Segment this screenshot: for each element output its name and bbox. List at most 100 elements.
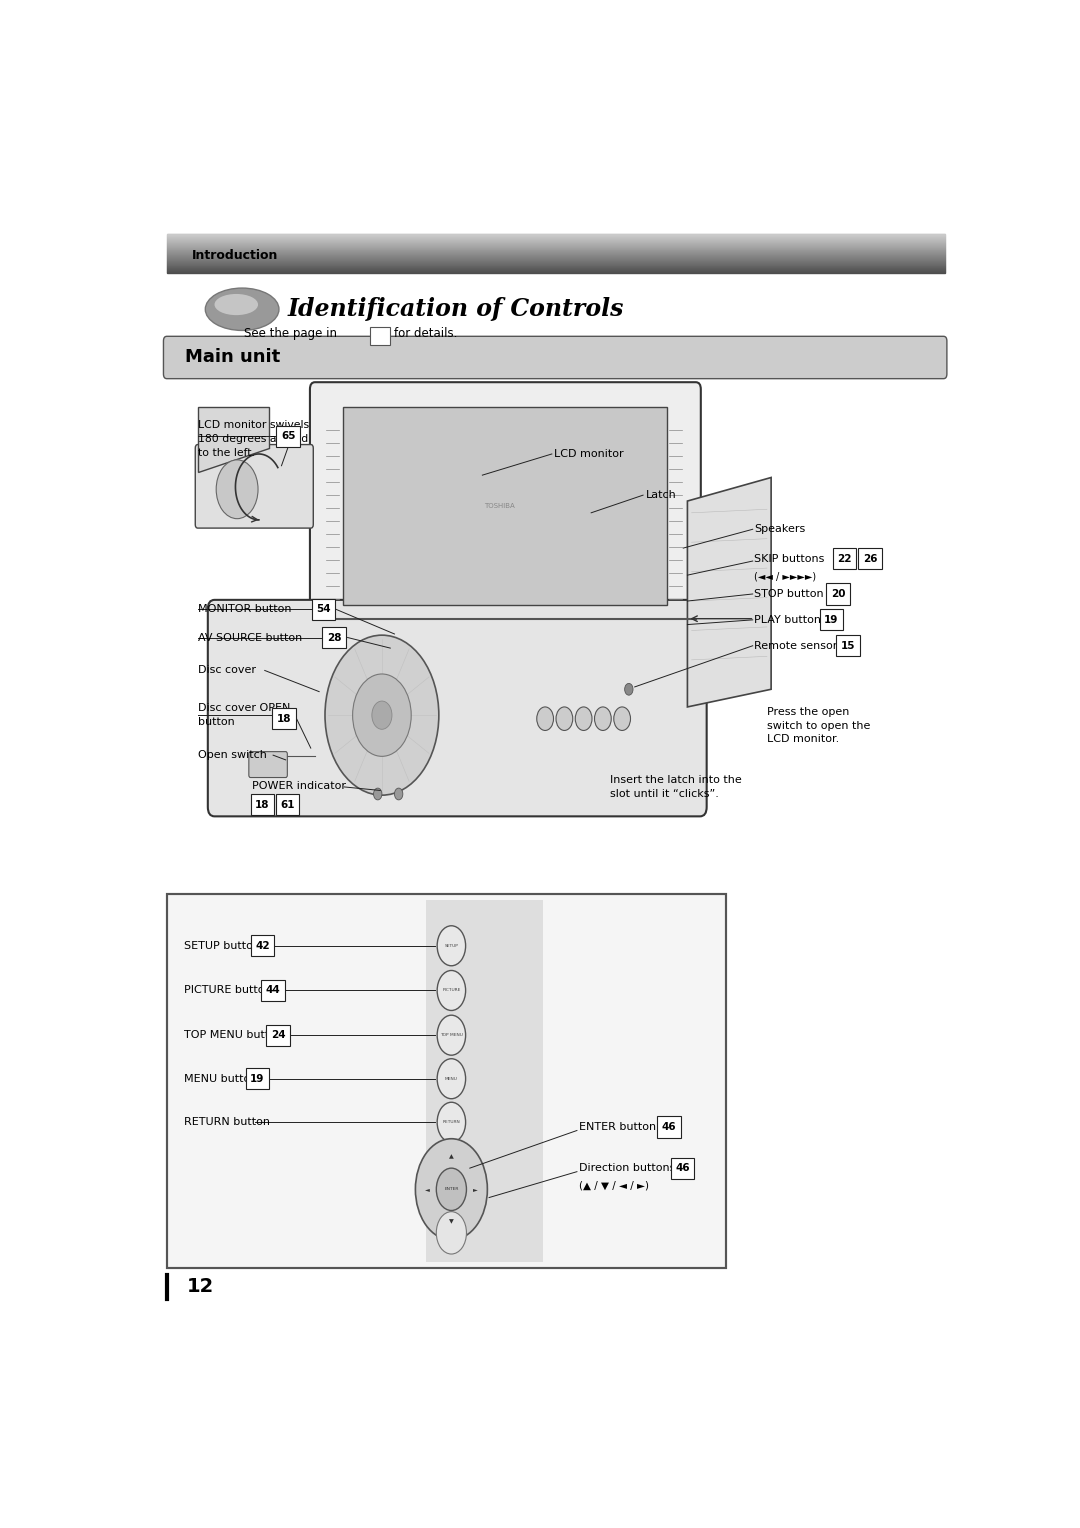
FancyBboxPatch shape <box>370 327 390 344</box>
Text: Remote sensor: Remote sensor <box>754 640 838 651</box>
Circle shape <box>437 1059 465 1099</box>
Text: 15: 15 <box>841 640 855 651</box>
Circle shape <box>437 970 465 1010</box>
Circle shape <box>556 707 572 730</box>
Circle shape <box>576 707 592 730</box>
Text: 18: 18 <box>276 714 292 724</box>
Text: ENTER: ENTER <box>444 1187 459 1192</box>
Text: 19: 19 <box>251 1074 265 1083</box>
FancyBboxPatch shape <box>261 979 285 1001</box>
Circle shape <box>352 674 411 756</box>
FancyBboxPatch shape <box>275 795 299 814</box>
Text: Speakers: Speakers <box>754 524 806 535</box>
Text: Insert the latch into the
slot until it “clicks”.: Insert the latch into the slot until it … <box>610 775 742 799</box>
Circle shape <box>416 1138 487 1239</box>
Text: SETUP button: SETUP button <box>184 941 259 950</box>
Text: ▲: ▲ <box>449 1154 454 1158</box>
Text: POWER indicator: POWER indicator <box>253 781 347 792</box>
Text: LCD monitor: LCD monitor <box>554 449 623 458</box>
FancyBboxPatch shape <box>826 584 850 605</box>
Text: 20: 20 <box>831 588 846 599</box>
Circle shape <box>372 701 392 729</box>
Text: 46: 46 <box>662 1122 676 1132</box>
Text: (◄◄ / ►►►►): (◄◄ / ►►►►) <box>754 571 816 581</box>
Text: ▼: ▼ <box>449 1219 454 1225</box>
Text: Identification of Controls: Identification of Controls <box>287 298 624 321</box>
Text: 26: 26 <box>863 553 877 564</box>
FancyBboxPatch shape <box>658 1117 680 1137</box>
Text: 12: 12 <box>187 1277 214 1296</box>
Text: 28: 28 <box>327 633 341 642</box>
Circle shape <box>437 926 465 966</box>
FancyBboxPatch shape <box>859 549 881 570</box>
FancyBboxPatch shape <box>312 599 335 620</box>
Text: 18: 18 <box>255 799 270 810</box>
FancyBboxPatch shape <box>836 636 860 657</box>
Text: ENTER button: ENTER button <box>579 1122 656 1132</box>
FancyBboxPatch shape <box>310 382 701 626</box>
Circle shape <box>374 788 382 799</box>
Text: ►: ► <box>473 1187 478 1192</box>
Polygon shape <box>198 406 269 472</box>
FancyBboxPatch shape <box>251 795 274 814</box>
FancyBboxPatch shape <box>267 1025 289 1045</box>
Text: (▲ / ▼ / ◄ / ►): (▲ / ▼ / ◄ / ►) <box>579 1181 649 1190</box>
Text: MONITOR button: MONITOR button <box>198 604 292 614</box>
Text: Direction buttons: Direction buttons <box>579 1163 675 1174</box>
FancyBboxPatch shape <box>820 610 843 631</box>
Bar <box>342 406 667 605</box>
FancyBboxPatch shape <box>245 1068 269 1089</box>
Circle shape <box>437 1102 465 1143</box>
FancyBboxPatch shape <box>833 549 856 570</box>
Circle shape <box>436 1167 467 1210</box>
Text: RETURN: RETURN <box>443 1120 460 1125</box>
FancyBboxPatch shape <box>671 1158 694 1178</box>
Text: RETURN button: RETURN button <box>184 1117 270 1128</box>
Text: TOP MENU button: TOP MENU button <box>184 1030 283 1041</box>
FancyBboxPatch shape <box>248 752 287 778</box>
Text: 19: 19 <box>824 614 838 625</box>
Text: STOP button: STOP button <box>754 588 824 599</box>
Text: 44: 44 <box>266 986 281 995</box>
Circle shape <box>325 636 438 795</box>
Bar <box>166 894 726 1268</box>
Text: Introduction: Introduction <box>192 249 279 261</box>
Circle shape <box>436 1212 467 1254</box>
Text: MENU button: MENU button <box>184 1074 257 1083</box>
Text: MENU: MENU <box>445 1077 458 1080</box>
Text: PLAY button: PLAY button <box>754 614 822 625</box>
Polygon shape <box>688 477 771 707</box>
Text: for details.: for details. <box>394 327 458 341</box>
Text: SETUP: SETUP <box>445 944 458 947</box>
Text: PICTURE button: PICTURE button <box>184 986 271 995</box>
FancyBboxPatch shape <box>163 336 947 379</box>
Ellipse shape <box>215 293 258 315</box>
Circle shape <box>613 707 631 730</box>
Text: Disc cover: Disc cover <box>198 666 256 675</box>
Text: AV SOURCE button: AV SOURCE button <box>198 633 302 642</box>
Text: See the page in: See the page in <box>244 327 337 341</box>
Circle shape <box>624 683 633 695</box>
FancyBboxPatch shape <box>207 601 706 816</box>
Text: 22: 22 <box>837 553 852 564</box>
Text: Main unit: Main unit <box>186 348 281 367</box>
Ellipse shape <box>205 289 279 330</box>
Text: PICTURE: PICTURE <box>442 989 460 993</box>
Circle shape <box>537 707 554 730</box>
Bar <box>427 900 543 1262</box>
Text: SKIP buttons: SKIP buttons <box>754 553 825 564</box>
Text: Open switch: Open switch <box>198 750 267 759</box>
Text: Disc cover OPEN
button: Disc cover OPEN button <box>198 703 291 727</box>
FancyBboxPatch shape <box>251 935 274 957</box>
Text: Press the open
switch to open the
LCD monitor.: Press the open switch to open the LCD mo… <box>767 707 870 744</box>
Text: ◄: ◄ <box>424 1187 430 1192</box>
Text: 54: 54 <box>316 604 330 614</box>
Text: 65: 65 <box>281 431 296 442</box>
Circle shape <box>437 1015 465 1056</box>
Text: 24: 24 <box>271 1030 285 1041</box>
Circle shape <box>594 707 611 730</box>
Text: Latch: Latch <box>646 490 676 500</box>
Text: 46: 46 <box>675 1163 690 1174</box>
FancyBboxPatch shape <box>323 626 346 648</box>
Circle shape <box>394 788 403 799</box>
